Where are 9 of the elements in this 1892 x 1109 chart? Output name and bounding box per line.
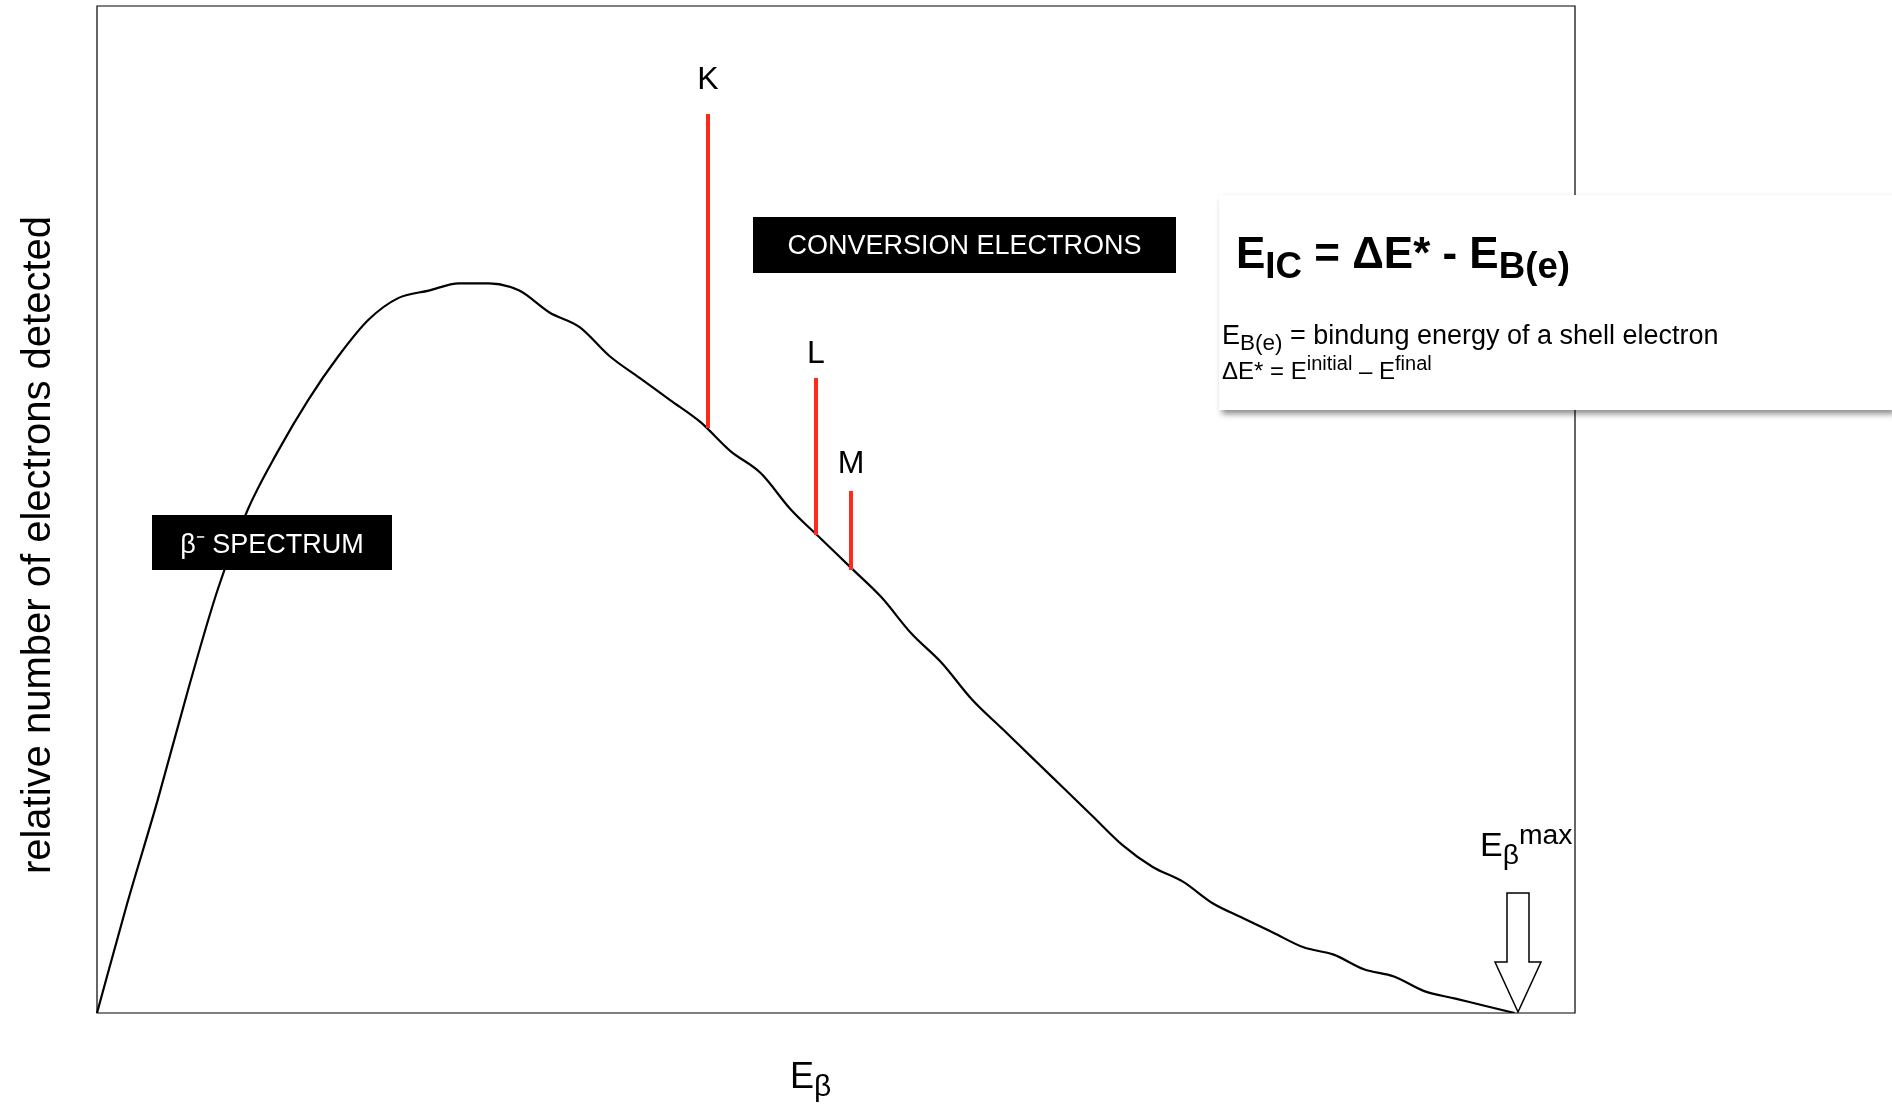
annotation: M	[837, 443, 865, 481]
annotation: E$_{B(e)}$ = bindung energy of a shell electron	[1222, 320, 1719, 356]
annotation: E$_{IC}$ = ΔE* - E$_{B(e)}$	[1236, 228, 1570, 287]
x-axis-title: E$_{β}$	[790, 1055, 832, 1104]
text: K	[697, 59, 719, 97]
annotation: β⁻ SPECTRUM	[152, 515, 392, 570]
annotation: L	[807, 333, 825, 371]
y-axis-title: relative number of electrons detected	[13, 215, 59, 875]
text: CONVERSION ELECTRONS	[753, 217, 1176, 273]
